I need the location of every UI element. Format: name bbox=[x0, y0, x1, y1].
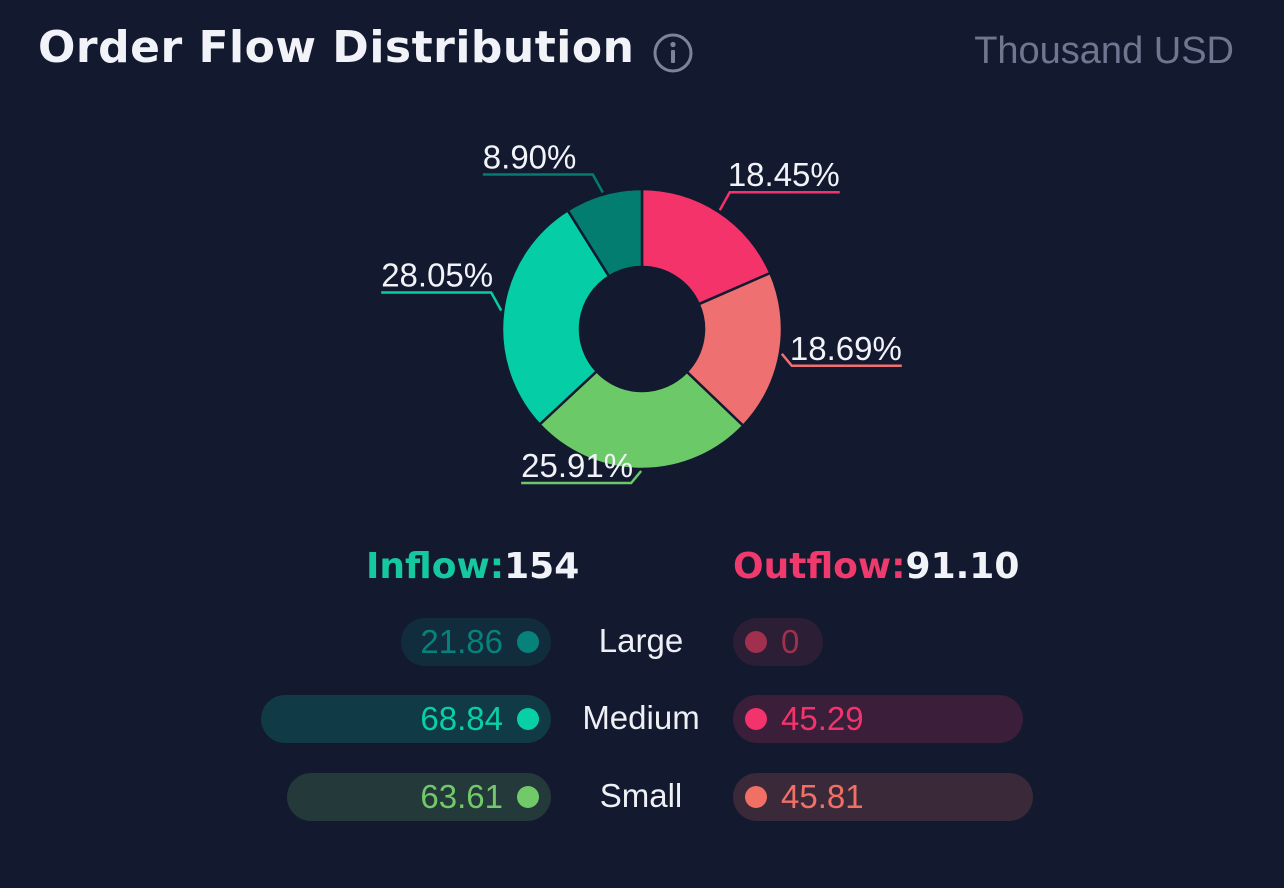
donut-slice-3 bbox=[537, 369, 745, 471]
donut-slice-5 bbox=[566, 187, 644, 279]
inflow-value: 21.86 bbox=[420, 623, 503, 660]
row-label-small: Small bbox=[599, 777, 683, 814]
row-label-medium: Medium bbox=[582, 699, 700, 736]
outflow-total: Outflow:91.10 bbox=[733, 546, 1019, 587]
slice-label-4: 28.05% bbox=[381, 257, 493, 294]
slice-label-1: 18.45% bbox=[728, 156, 840, 193]
inflow-total-value: 154 bbox=[504, 546, 580, 587]
outflow-dot-icon bbox=[745, 708, 767, 730]
outflow-dot-icon bbox=[745, 631, 767, 653]
inflow-dot-icon bbox=[517, 708, 539, 730]
donut-slice-4 bbox=[500, 208, 611, 427]
info-icon[interactable] bbox=[652, 32, 694, 74]
leader-line-4 bbox=[381, 291, 503, 312]
outflow-value: 0 bbox=[781, 623, 800, 660]
leader-line-2 bbox=[780, 353, 902, 368]
outflow-dot-icon bbox=[745, 786, 767, 808]
inflow-total-label: Inflow: bbox=[366, 546, 505, 587]
inflow-pill-large: 21.86 bbox=[401, 618, 551, 666]
leader-line-3 bbox=[521, 470, 643, 485]
slice-label-5: 8.90% bbox=[483, 139, 577, 176]
leader-line-1 bbox=[718, 190, 840, 211]
page-title: Order Flow Distribution bbox=[38, 22, 635, 73]
inflow-pill-small: 63.61 bbox=[287, 773, 551, 821]
inflow-value: 63.61 bbox=[420, 778, 503, 815]
row-label-large: Large bbox=[598, 622, 684, 659]
outflow-value: 45.81 bbox=[781, 778, 864, 815]
outflow-pill-large: 0 bbox=[733, 618, 823, 666]
outflow-total-label: Outflow: bbox=[733, 546, 906, 587]
inflow-pill-medium: 68.84 bbox=[261, 695, 551, 743]
outflow-total-value: 91.10 bbox=[905, 546, 1020, 587]
slice-label-2: 18.69% bbox=[790, 330, 902, 367]
inflow-dot-icon bbox=[517, 631, 539, 653]
outflow-pill-medium: 45.29 bbox=[733, 695, 1023, 743]
inflow-value: 68.84 bbox=[420, 700, 503, 737]
donut-slice-2 bbox=[685, 271, 784, 428]
leader-line-5 bbox=[482, 173, 604, 194]
donut-slice-1 bbox=[640, 187, 772, 306]
outflow-value: 45.29 bbox=[781, 700, 864, 737]
donut-chart: 18.45% 18.69% 25.91% 28.05% 8.90% bbox=[381, 139, 902, 485]
slice-label-3: 25.91% bbox=[521, 447, 633, 484]
unit-label: Thousand USD bbox=[974, 30, 1234, 72]
inflow-dot-icon bbox=[517, 786, 539, 808]
outflow-pill-small: 45.81 bbox=[733, 773, 1033, 821]
inflow-total: Inflow:154 bbox=[366, 546, 579, 587]
